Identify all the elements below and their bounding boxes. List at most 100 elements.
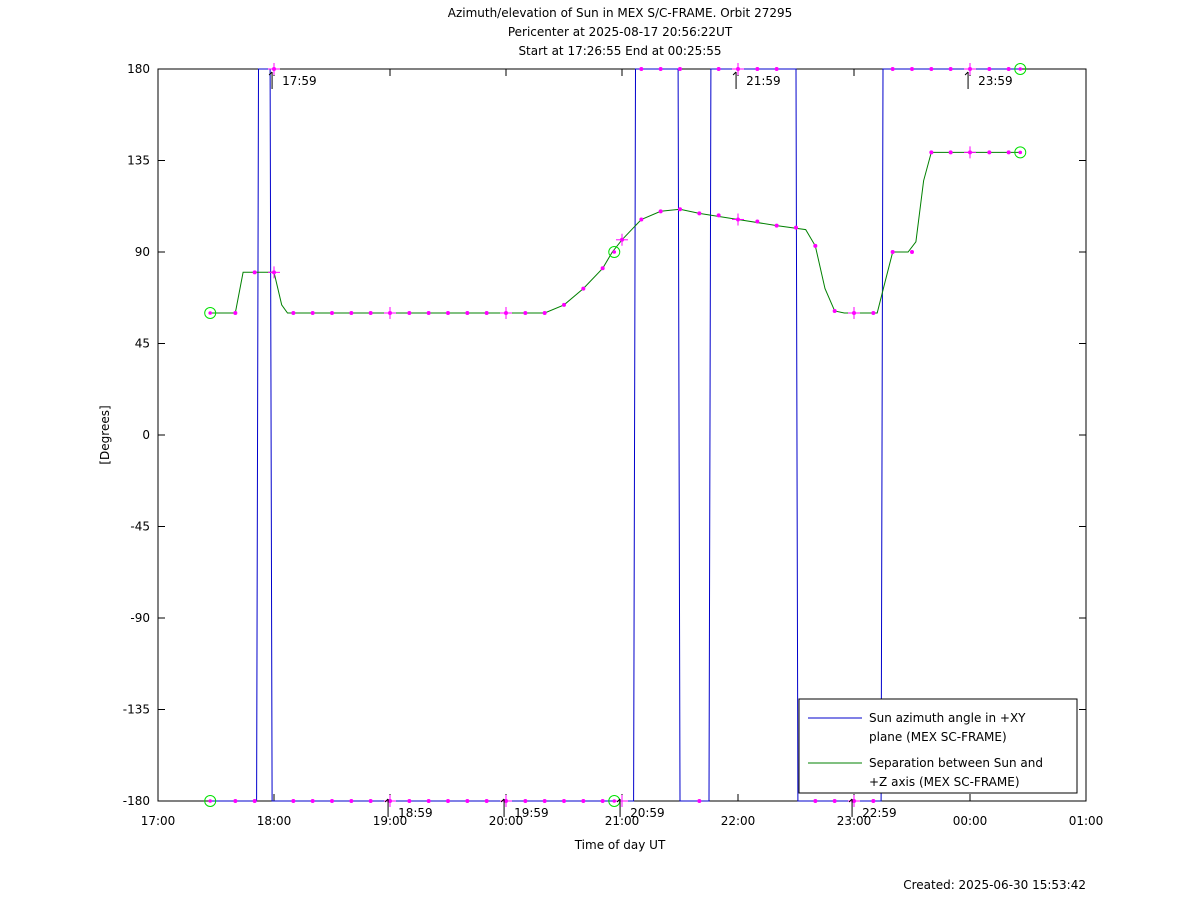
start-end-circle-markers <box>204 63 1027 807</box>
chart-title-line: Start at 17:26:55 End at 00:25:55 <box>518 44 721 58</box>
time-marker-label: 20:59 <box>630 806 665 820</box>
y-tick-label: 0 <box>142 428 150 442</box>
sample-dot <box>233 799 238 803</box>
sample-dot <box>716 67 721 71</box>
start-end-center-dot <box>1018 67 1023 71</box>
y-tick-label: 90 <box>135 245 150 259</box>
sample-dot <box>948 150 953 155</box>
time-marker-annotations: 17:59 18:59 19:59 20:59 21:59 22:59 23:59 <box>268 71 1013 820</box>
legend-box <box>798 698 1078 794</box>
time-marker: 19:59 <box>500 798 549 820</box>
start-end-circle <box>1014 146 1027 159</box>
chart-title: Azimuth/elevation of Sun in MEX S/C-FRAM… <box>448 6 793 58</box>
time-marker: 20:59 <box>616 798 665 820</box>
sample-dot <box>600 799 605 803</box>
sample-dot <box>1006 150 1011 155</box>
x-tick-label: 00:00 <box>953 814 988 828</box>
legend-entry-label: +Z axis (MEX SC-FRAME) <box>869 775 1020 789</box>
sample-dot <box>639 217 644 222</box>
sample-dot <box>813 243 818 248</box>
x-tick-label: 01:00 <box>1069 814 1104 828</box>
sample-dot <box>542 311 547 315</box>
time-marker: 22:59 <box>848 798 897 820</box>
sample-dot <box>658 209 663 214</box>
sample-dot <box>774 223 779 228</box>
sample-dot <box>446 311 450 315</box>
y-tick-label: 180 <box>127 62 150 76</box>
sample-dot <box>774 67 779 71</box>
sample-dot <box>523 311 528 315</box>
legend-entry-label: plane (MEX SC-FRAME) <box>869 730 1007 744</box>
sample-dot <box>600 266 605 271</box>
x-tick-label: 19:00 <box>373 814 408 828</box>
sample-dot <box>987 67 992 71</box>
sample-dot <box>697 799 702 803</box>
sample-dot <box>929 67 934 71</box>
sample-dot <box>446 799 450 803</box>
sample-dot <box>291 311 296 315</box>
y-axis-label: [Degrees] <box>98 405 112 464</box>
x-tick-label: 23:00 <box>837 814 872 828</box>
sample-dot <box>310 311 315 315</box>
sample-dot <box>658 67 663 71</box>
sample-dot <box>755 67 760 71</box>
sample-dot <box>562 799 566 803</box>
sample-dot <box>562 302 566 307</box>
y-tick-label: -135 <box>123 703 150 717</box>
sample-dot <box>890 250 895 254</box>
hour-cross-marker <box>268 266 280 279</box>
sample-dot <box>426 799 431 803</box>
start-end-center-dot <box>208 311 212 315</box>
sample-dot <box>987 150 992 155</box>
sample-dot <box>755 219 760 224</box>
y-tick-label: 135 <box>127 154 150 168</box>
start-end-circle <box>204 795 217 807</box>
hour-cross-markers <box>268 63 976 807</box>
sample-dot <box>929 150 934 155</box>
sample-dot <box>581 799 586 803</box>
legend: Sun azimuth angle in +XY plane (MEX SC-FR… <box>798 698 1078 794</box>
sample-dot-markers <box>233 67 1011 803</box>
sample-dot <box>832 799 837 803</box>
sample-dot <box>910 67 914 71</box>
start-end-circle <box>1014 63 1027 75</box>
sample-dot <box>368 311 373 315</box>
x-tick-label: 20:00 <box>489 814 524 828</box>
hour-cross-marker <box>848 307 860 319</box>
sample-dot <box>871 311 876 315</box>
hour-cross-marker <box>500 307 512 319</box>
hour-cross-marker <box>732 213 744 226</box>
sample-dot <box>542 799 547 803</box>
sample-dot <box>252 270 257 275</box>
sample-dot <box>813 799 818 803</box>
sample-dot <box>330 311 334 315</box>
time-marker: 23:59 <box>964 71 1013 89</box>
x-tick-label: 18:00 <box>257 814 292 828</box>
time-marker: 18:59 <box>384 798 433 820</box>
sample-dot <box>330 799 334 803</box>
x-tick-label: 21:00 <box>605 814 640 828</box>
plot-frame <box>157 68 1087 802</box>
y-tick-label: -45 <box>130 520 150 534</box>
start-end-center-dot <box>612 250 617 254</box>
time-marker-label: 23:59 <box>978 74 1013 88</box>
sample-dot <box>426 311 431 315</box>
hour-cross-marker <box>384 307 396 319</box>
start-end-circle <box>204 307 217 319</box>
sample-dot <box>407 799 412 803</box>
sample-dot <box>716 213 721 218</box>
x-tick-label: 22:00 <box>721 814 756 828</box>
start-end-center-dot <box>1018 150 1023 155</box>
sample-dot <box>871 799 876 803</box>
hour-cross-marker <box>732 63 744 75</box>
hour-cross-marker <box>616 233 628 246</box>
sample-dot <box>484 311 489 315</box>
sample-dot <box>697 211 702 216</box>
x-axis-label: Time of day UT <box>574 838 666 852</box>
sample-dot <box>465 799 470 803</box>
sample-dot <box>678 67 682 71</box>
sample-dot <box>349 799 354 803</box>
y-axis-ticks: 180 135 90 45 0 -45 -90 -135 -180 <box>123 62 1086 808</box>
separation-series-line <box>210 151 1021 314</box>
time-marker-label: 22:59 <box>862 806 897 820</box>
